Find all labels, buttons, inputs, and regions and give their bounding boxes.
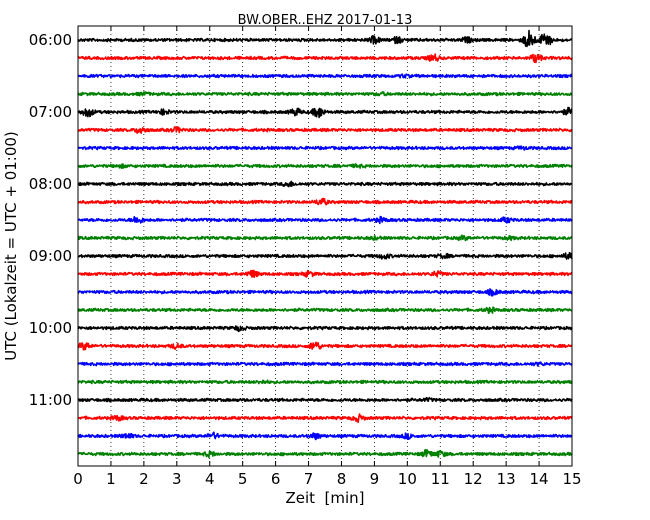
trace-line	[77, 180, 573, 188]
x-tick-label: 10	[398, 470, 417, 488]
trace-layer	[77, 29, 573, 459]
trace-line	[77, 91, 573, 97]
x-axis: 0 1 2 3 4 5 6 7 8 9 10 11 12 13 14 15	[73, 26, 582, 488]
x-tick-label: 11	[431, 470, 450, 488]
y-tick-label: 08:00	[29, 175, 72, 193]
trace-line	[77, 53, 573, 64]
y-tick-label: 06:00	[29, 31, 72, 49]
trace-line	[77, 396, 573, 403]
x-tick-label: 12	[464, 470, 483, 488]
x-tick-label: 15	[562, 470, 581, 488]
x-tick-label: 13	[497, 470, 516, 488]
trace-line	[77, 73, 573, 79]
y-tick-label: 11:00	[29, 391, 72, 409]
trace-line	[77, 325, 573, 333]
x-tick-label: 7	[304, 470, 314, 488]
trace-line	[77, 431, 573, 441]
trace-line	[77, 379, 573, 385]
trace-line	[77, 448, 573, 459]
trace-line	[77, 126, 573, 134]
chart-title: BW.OBER..EHZ 2017-01-13	[238, 13, 413, 28]
trace-line	[77, 251, 573, 260]
trace-line	[77, 413, 573, 424]
trace-line	[77, 269, 573, 278]
trace-line	[77, 163, 573, 169]
trace-line	[77, 145, 573, 151]
x-tick-label: 8	[337, 470, 347, 488]
trace-line	[77, 234, 573, 242]
trace-line	[77, 215, 573, 225]
trace-line	[77, 341, 573, 351]
x-tick-label: 4	[205, 470, 215, 488]
x-tick-label: 6	[271, 470, 281, 488]
trace-line	[77, 361, 573, 367]
y-tick-label: 07:00	[29, 103, 72, 121]
y-axis-label: UTC (Lokalzeit = UTC + 01:00)	[2, 131, 20, 361]
trace-line	[77, 106, 573, 119]
y-tick-label: 09:00	[29, 247, 72, 265]
trace-line	[77, 29, 573, 48]
plot-frame	[77, 25, 573, 467]
x-tick-label: 9	[370, 470, 380, 488]
x-tick-label: 14	[530, 470, 549, 488]
x-tick-label: 0	[73, 470, 83, 488]
x-tick-label: 1	[106, 470, 116, 488]
x-tick-label: 2	[139, 470, 149, 488]
grid-lines	[110, 26, 540, 466]
trace-line	[77, 306, 573, 314]
x-axis-label: Zeit [min]	[285, 489, 364, 507]
y-axis: 06:00 07:00 08:00 09:00 10:00 11:00	[29, 31, 572, 409]
trace-line	[77, 197, 573, 206]
x-tick-label: 3	[172, 470, 182, 488]
y-tick-label: 10:00	[29, 319, 72, 337]
trace-line	[77, 288, 573, 297]
x-tick-label: 5	[238, 470, 248, 488]
